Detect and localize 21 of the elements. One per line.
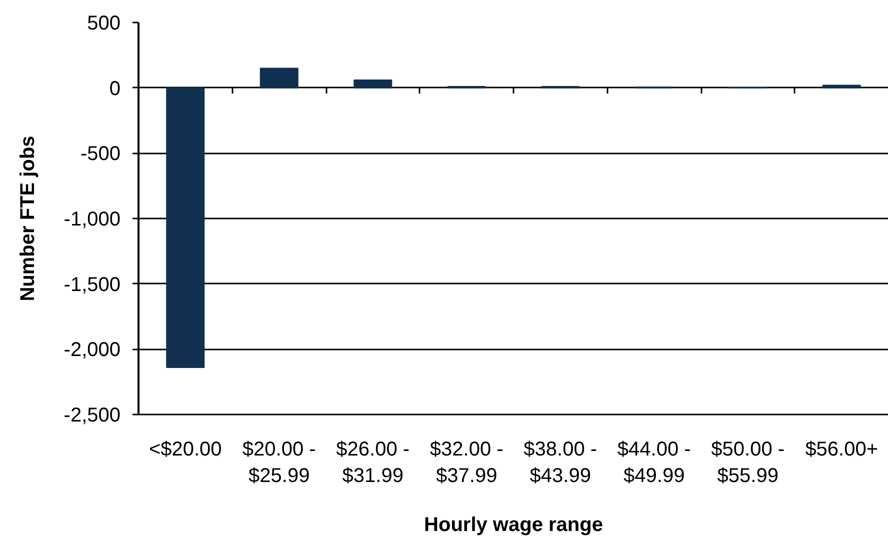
y-tick-label: 0 [109,78,120,100]
x-tick-label: $26.00 - $31.99 [336,438,410,487]
y-tick-label: -1,000 [64,208,121,230]
bar [166,87,205,368]
x-tick-label: $38.00 - $43.99 [524,438,598,487]
bar [354,79,392,88]
y-tick-label: 500 [87,12,121,34]
x-tick-label: <$20.00 [148,438,222,460]
bar [260,68,298,88]
x-tick-label: $20.00 - $25.99 [242,438,316,487]
x-tick-label: $56.00+ [805,438,878,460]
bar [822,84,861,88]
x-tick-label: $32.00 - $37.99 [430,438,504,487]
y-tick-label: -500 [80,143,120,166]
y-tick-label: -1,500 [64,274,121,296]
x-tick-label: $50.00 - $55.99 [711,438,785,487]
x-tick-label: $44.00 - $49.99 [617,438,691,487]
y-axis-title: Number FTE jobs [16,136,39,302]
y-tick-label: -2,500 [64,404,121,426]
x-axis-title: Hourly wage range [424,514,603,536]
y-tick-label: -2,000 [64,339,121,362]
